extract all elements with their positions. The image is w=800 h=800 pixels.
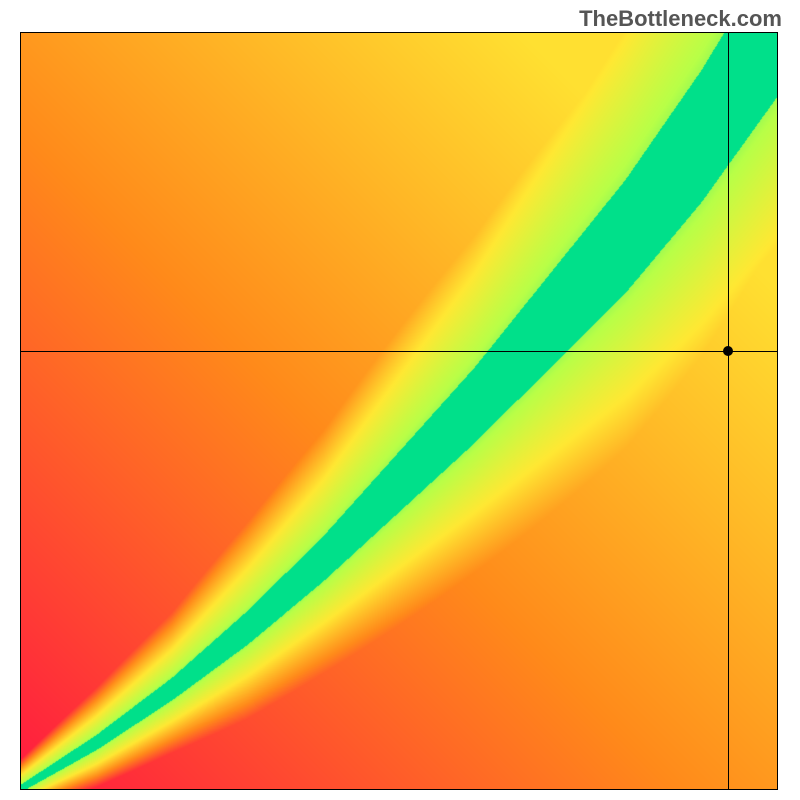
watermark-text: TheBottleneck.com: [579, 6, 782, 32]
heatmap-canvas: [21, 33, 777, 789]
page-container: TheBottleneck.com: [0, 0, 800, 800]
crosshair-horizontal: [21, 351, 777, 352]
chart-area: [20, 32, 778, 790]
marker-point: [723, 346, 733, 356]
crosshair-vertical: [728, 33, 729, 789]
